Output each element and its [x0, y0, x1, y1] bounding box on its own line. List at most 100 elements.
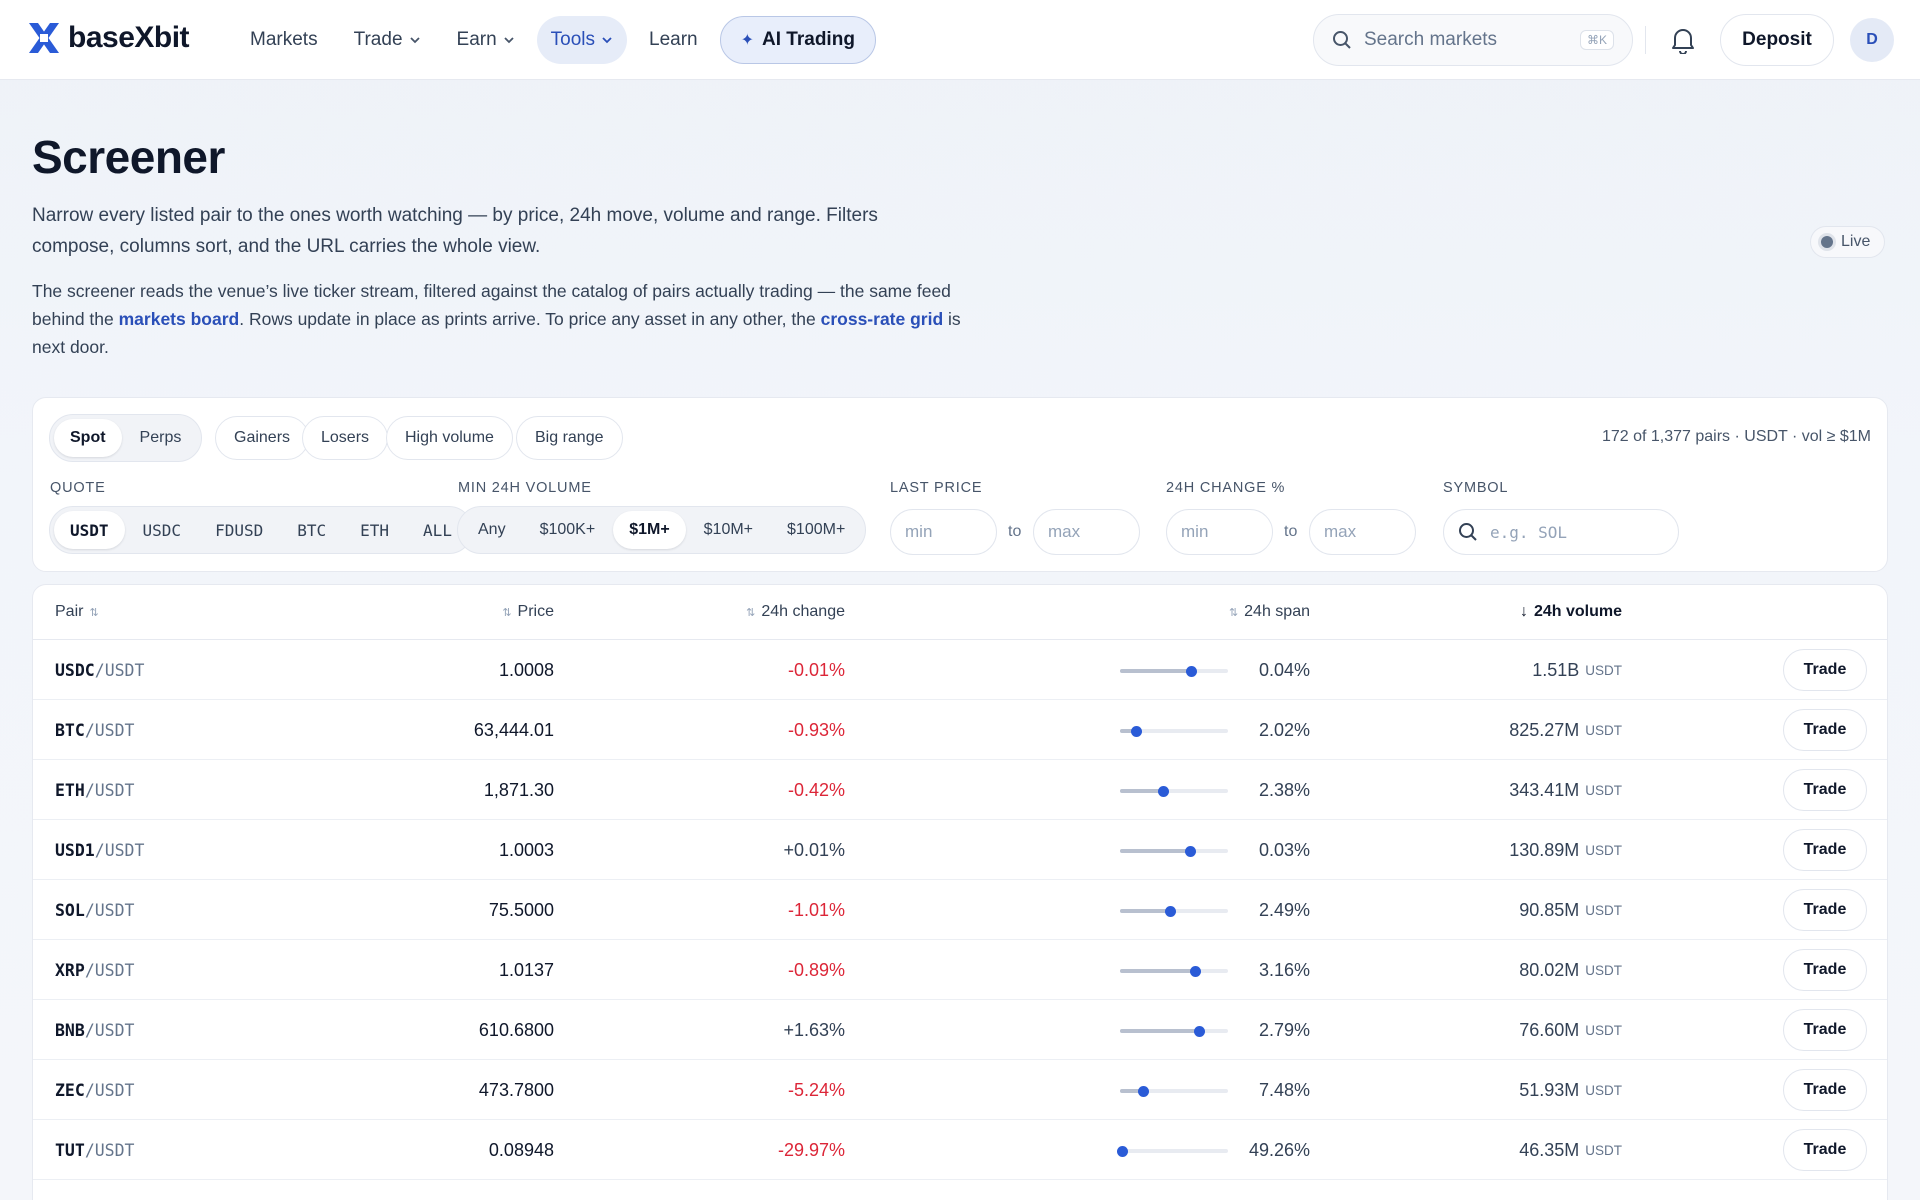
table-row[interactable]: SOL / USDT 75.5000 -1.01% 2.49% 90.85M USDT Trad…: [33, 880, 1887, 940]
pair-base: USD1: [55, 840, 95, 860]
top-navigation-bar: baseXbit Markets Trade Earn Tools Learn ✦ AI T…: [0, 0, 1920, 80]
market-type-option[interactable]: Spot: [54, 419, 122, 457]
table-row[interactable]: ZEC / USDT 473.7800 -5.24% 7.48% 51.93M USDT Tra…: [33, 1060, 1887, 1120]
table-row[interactable]: TUT / USDT 0.08948 -29.97% 49.26% 46.35M USDT Tr…: [33, 1120, 1887, 1180]
column-header-volume[interactable]: ↓ 24h volume: [1520, 603, 1622, 621]
range-position-bar: [1120, 785, 1228, 797]
search-markets-input[interactable]: Search markets ⌘K: [1313, 14, 1633, 66]
column-label: Pair: [55, 603, 84, 620]
results-summary: 172 of 1,377 pairs · USDT · vol ≥ $1M: [1601, 428, 1871, 445]
quote-option[interactable]: FDUSD: [215, 520, 264, 540]
trade-button[interactable]: Trade: [1783, 649, 1867, 691]
main-nav: Markets Trade Earn Tools Learn ✦ AI Trading: [236, 16, 876, 64]
nav-item-ai-trading[interactable]: ✦ AI Trading: [719, 16, 876, 64]
span-cell: 3.16%: [1258, 959, 1310, 980]
span-cell: 0.04%: [1258, 659, 1310, 680]
quote-filter-label: QUOTE: [50, 480, 106, 496]
sparkle-icon: ✦: [740, 32, 755, 49]
volume-unit: USDT: [1585, 962, 1622, 978]
table-row[interactable]: USDC / USDT 1.0008 -0.01% 0.04% 1.51B USDT Trade: [33, 640, 1887, 700]
min-volume-option[interactable]: $1M+: [613, 511, 686, 549]
range-position-bar: [1120, 845, 1228, 857]
pair-separator: /: [84, 720, 95, 740]
table-row[interactable]: BTC / USDT 63,444.01 -0.93% 2.02% 825.27M USDT T…: [33, 700, 1887, 760]
nav-item-markets[interactable]: Markets: [236, 16, 332, 64]
column-header-span[interactable]: ⇅ 24h span: [1229, 603, 1310, 621]
change-cell: -0.42%: [787, 779, 845, 800]
price-range-to: to: [1008, 523, 1022, 540]
column-header-pair[interactable]: Pair ⇅: [55, 603, 99, 621]
volume-filter-toggle: Any $100K+ $1M+ $10M+ $100M+: [457, 506, 867, 554]
change-min-input[interactable]: min: [1166, 509, 1273, 555]
brand-logo[interactable]: baseXbit: [26, 20, 190, 56]
volume-cell: 130.89M USDT: [1509, 820, 1622, 880]
pair-quote: USDT: [94, 900, 135, 920]
pair-base: USDC: [55, 660, 95, 680]
trade-button[interactable]: Trade: [1783, 1129, 1867, 1171]
quote-option[interactable]: ETH: [360, 520, 390, 540]
quote-option[interactable]: ALL: [423, 520, 452, 540]
sort-icon: ⇅: [89, 606, 99, 619]
volume-cell: 76.60M USDT: [1519, 1000, 1622, 1060]
nav-item-earn[interactable]: Earn: [443, 16, 529, 64]
notifications-bell-icon[interactable]: [1670, 26, 1696, 54]
price-cell: 63,444.01: [473, 719, 554, 740]
pair-base: XRP: [55, 960, 85, 980]
min-volume-option[interactable]: Any: [478, 521, 506, 538]
preset-chip[interactable]: High volume: [386, 416, 513, 460]
range-fill: [1120, 969, 1196, 973]
span-cell: 2.02%: [1258, 719, 1310, 740]
trade-button[interactable]: Trade: [1783, 1069, 1867, 1111]
volume-cell: 46.35M USDT: [1519, 1120, 1622, 1180]
min-volume-option[interactable]: $100M+: [787, 521, 846, 538]
quote-option[interactable]: USDC: [142, 520, 182, 540]
price-max-input[interactable]: max: [1033, 509, 1140, 555]
markets-board-link[interactable]: markets board: [118, 309, 240, 329]
min-volume-option[interactable]: $100K+: [539, 521, 596, 538]
market-type-option[interactable]: Perps: [139, 429, 182, 446]
sort-desc-icon: ↓: [1519, 603, 1528, 620]
column-label: 24h volume: [1533, 603, 1622, 620]
quote-option[interactable]: USDT: [54, 511, 125, 549]
min-volume-option[interactable]: $10M+: [703, 521, 754, 538]
trade-button[interactable]: Trade: [1783, 829, 1867, 871]
volume-value: 90.85M: [1519, 899, 1580, 920]
volume-cell: 51.93M USDT: [1519, 1060, 1622, 1120]
user-avatar[interactable]: D: [1850, 18, 1894, 62]
table-row[interactable]: ETH / USDT 1,871.30 -0.42% 2.38% 343.41M USDT Tr…: [33, 760, 1887, 820]
preset-chip[interactable]: Gainers: [215, 416, 310, 460]
pair-cell: ETH / USDT: [55, 760, 135, 820]
volume-unit: USDT: [1585, 782, 1622, 798]
trade-button[interactable]: Trade: [1783, 709, 1867, 751]
trade-button[interactable]: Trade: [1783, 949, 1867, 991]
change-cell: -0.89%: [787, 959, 845, 980]
pair-cell: TUT / USDT: [55, 1120, 135, 1180]
symbol-search-input[interactable]: e.g. SOL: [1443, 509, 1679, 555]
quote-option[interactable]: BTC: [297, 520, 327, 540]
table-header: Pair ⇅ ⇅ Price ⇅ 24h change ⇅ 24h span ↓…: [33, 585, 1887, 640]
change-max-input[interactable]: max: [1309, 509, 1416, 555]
pair-quote: USDT: [94, 780, 135, 800]
cross-rate-grid-link[interactable]: cross-rate grid: [820, 309, 944, 329]
preset-chip[interactable]: Losers: [302, 416, 389, 460]
range-position-dot: [1184, 845, 1196, 857]
table-row[interactable]: USD1/USDT 1.0003 +0.01% 0.03% 130.89M USDT Tra…: [33, 820, 1887, 880]
trade-button[interactable]: Trade: [1783, 889, 1867, 931]
pair-base: ETH: [55, 780, 85, 800]
table-row[interactable]: XRP / USDT 1.0137 -0.89% 3.16% 80.02M USDT Trade: [33, 940, 1887, 1000]
price-min-input[interactable]: min: [890, 509, 997, 555]
nav-item-trade[interactable]: Trade: [340, 16, 435, 64]
volume-unit: USDT: [1585, 662, 1622, 678]
nav-item-tools[interactable]: Tools: [536, 16, 628, 64]
pair-quote: USDT: [94, 1080, 135, 1100]
quote-filter-toggle: USDT USDC FDUSD BTC ETH ALL: [49, 506, 473, 554]
nav-item-learn[interactable]: Learn: [635, 16, 712, 64]
preset-chip[interactable]: Big range: [516, 416, 623, 460]
trade-button[interactable]: Trade: [1783, 1009, 1867, 1051]
column-header-change[interactable]: ⇅ 24h change: [746, 603, 845, 621]
column-header-price[interactable]: ⇅ Price: [502, 603, 554, 621]
deposit-button[interactable]: Deposit: [1720, 14, 1834, 66]
trade-button[interactable]: Trade: [1783, 769, 1867, 811]
table-row[interactable]: BNB / USDT 610.6800 +1.63% 2.79% 76.60M USDT Tra…: [33, 1000, 1887, 1060]
pair-cell: BTC / USDT: [55, 700, 135, 760]
